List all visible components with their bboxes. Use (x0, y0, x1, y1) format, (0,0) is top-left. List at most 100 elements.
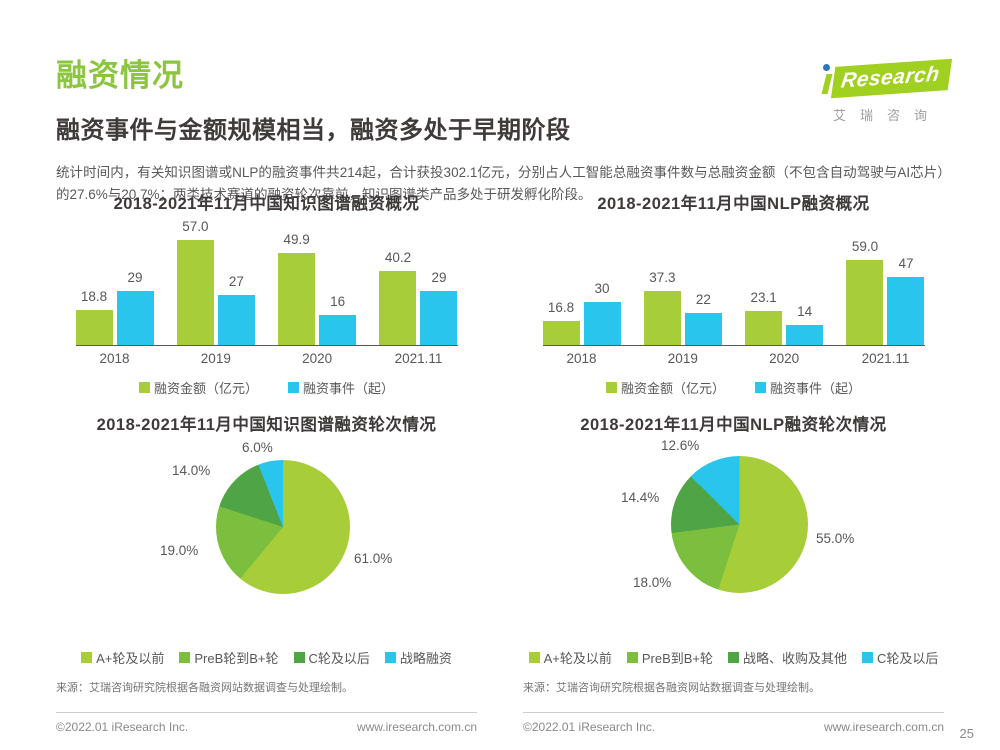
iresearch-logo: Research 艾瑞咨询 (818, 52, 953, 124)
pie-label: 6.0% (242, 439, 273, 455)
amount-bar: 37.3 (643, 270, 681, 345)
logo-i-icon (821, 64, 833, 94)
page-subtitle: 融资事件与金额规模相当，融资多处于早期阶段 (56, 117, 571, 144)
charts-grid: 2018-2021年11月中国知识图谱融资概况 18.8 29 57.0 27 49.9… (56, 190, 944, 667)
bar-group: 37.3 22 (643, 270, 722, 345)
chart-title: 2018-2021年11月中国NLP融资概况 (597, 194, 870, 213)
legend-swatch-icon (138, 381, 150, 393)
bar-plot-wrap: 18.8 29 57.0 27 49.9 16 40.2 29 (75, 214, 458, 346)
x-axis-labels: 2018 2019 2020 2021.11 (543, 351, 925, 366)
legend-label: 融资事件（起） (303, 380, 395, 396)
legend-item: 战略、收购及其他 (728, 648, 847, 667)
events-bar: 29 (420, 270, 458, 345)
pie-label: 12.6% (661, 437, 700, 453)
x-axis-label: 2020 (769, 350, 800, 366)
legend-item: PreB轮到B+轮 (179, 648, 279, 667)
x-axis-label: 2021.11 (394, 350, 443, 366)
logo-brand-text: Research (831, 58, 953, 99)
legend-swatch-icon (179, 651, 191, 663)
bar-legend: 融资金额（亿元） 融资事件（起） (56, 378, 477, 397)
pie-area: 12.6% 14.4% 18.0% 55.0% (523, 435, 944, 638)
legend-item: C轮及以后 (293, 648, 370, 667)
x-axis-labels: 2018 2019 2020 2021.11 (76, 351, 458, 366)
pie-legend: A+轮及以前 PreB到B+轮 战略、收购及其他 C轮及以后 (523, 648, 944, 667)
legend-swatch-icon (81, 651, 93, 663)
pie-label: 14.4% (621, 489, 660, 505)
bar-value-label: 14 (797, 303, 813, 319)
bar-value-label: 29 (431, 270, 447, 286)
legend-label: 融资金额（亿元） (153, 380, 258, 396)
iresearch-logo-mark: Research (818, 52, 953, 99)
bar-plot: 16.8 30 37.3 22 23.1 14 59.0 47 (542, 239, 925, 346)
bar-value-label: 16.8 (547, 299, 575, 315)
website-link[interactable]: www.iresearch.com.cn (823, 719, 944, 734)
footer-divider (523, 711, 944, 713)
legend-label: 融资金额（亿元） (620, 380, 725, 396)
legend-swatch-icon (384, 651, 396, 663)
x-axis-label: 2019 (667, 350, 698, 366)
x-axis-label: 2018 (99, 350, 130, 366)
events-bar: 27 (217, 274, 255, 345)
x-axis-label: 2019 (200, 350, 231, 366)
kg-rounds-pie-chart: 2018-2021年11月中国知识图谱融资轮次情况 6.0% 14.0% 19.… (56, 411, 477, 667)
footer-divider (56, 711, 477, 713)
bar-plot: 18.8 29 57.0 27 49.9 16 40.2 29 (75, 219, 458, 346)
bar-value-label: 49.9 (283, 231, 310, 247)
pie-area: 6.0% 14.0% 19.0% 61.0% (56, 435, 477, 638)
page-title: 融资情况 (56, 58, 184, 93)
pie (216, 459, 350, 594)
bar-value-label: 47 (898, 256, 914, 272)
pie-label: 61.0% (354, 550, 393, 566)
legend-item: PreB到B+轮 (626, 648, 713, 667)
bar-group: 16.8 30 (542, 281, 621, 345)
legend-swatch-icon (605, 381, 617, 393)
legend-swatch-icon (862, 651, 874, 663)
events-bar: 47 (887, 256, 925, 345)
website-link[interactable]: www.iresearch.com.cn (356, 719, 477, 734)
events-bar: 29 (116, 270, 154, 345)
legend-item: A+轮及以前 (528, 648, 612, 667)
bar-value-label: 59.0 (851, 238, 879, 254)
x-axis-label: 2018 (566, 350, 597, 366)
legend-swatch-icon (288, 381, 299, 393)
bar-value-label: 29 (127, 270, 143, 286)
pie-legend: A+轮及以前 PreB轮到B+轮 C轮及以后 战略融资 (56, 648, 477, 667)
chart-title: 2018-2021年11月中国知识图谱融资轮次情况 (96, 415, 437, 434)
bar-plot-wrap: 16.8 30 37.3 22 23.1 14 59.0 47 (542, 214, 925, 346)
x-axis-label: 2020 (302, 350, 333, 366)
nlp-rounds-pie-chart: 2018-2021年11月中国NLP融资轮次情况 12.6% 14.4% 18.… (523, 411, 944, 667)
pie-label: 14.0% (172, 462, 211, 478)
nlp-funding-bar-chart: 2018-2021年11月中国NLP融资概况 16.8 30 37.3 22 23.1 1… (523, 190, 944, 397)
pie-label: 19.0% (160, 542, 199, 558)
events-bar: 16 (319, 294, 357, 345)
legend-label: 融资事件（起） (770, 380, 862, 396)
bar-group: 18.8 29 (75, 270, 154, 345)
legend-label: 战略融资 (399, 650, 452, 666)
legend-label: C轮及以后 (308, 650, 370, 666)
chart-title: 2018-2021年11月中国NLP融资轮次情况 (580, 415, 887, 434)
bar-group: 59.0 47 (846, 239, 925, 345)
intro-paragraph: 统计时间内，有关知识图谱或NLP的融资事件共214起，合计获投302.1亿元，分… (56, 165, 944, 202)
legend-item: 融资金额（亿元） (605, 378, 725, 397)
chart-title: 2018-2021年11月中国知识图谱融资概况 (113, 194, 420, 213)
amount-bar: 18.8 (75, 289, 113, 345)
bar-value-label: 37.3 (649, 270, 676, 286)
logo-brand-cn: 艾瑞咨询 (832, 108, 941, 123)
footer-left-column: 来源：艾瑞咨询研究院根据各融资网站数据调查与处理绘制。 ©2022.01 iRe… (56, 679, 477, 734)
amount-bar: 40.2 (379, 250, 417, 345)
bar-value-label: 30 (594, 280, 610, 296)
legend-label: C轮及以后 (877, 650, 939, 666)
legend-item: C轮及以后 (862, 648, 938, 667)
footer: 来源：艾瑞咨询研究院根据各融资网站数据调查与处理绘制。 ©2022.01 iRe… (56, 679, 944, 734)
copyright-text: ©2022.01 iResearch Inc. (523, 719, 656, 734)
x-axis-label: 2021.11 (861, 350, 910, 366)
page-header: 融资情况 融资事件与金额规模相当，融资多处于早期阶段 Research 艾瑞咨询 (56, 50, 953, 145)
legend-swatch-icon (728, 651, 740, 663)
bar-group: 23.1 14 (745, 290, 824, 345)
events-bar: 14 (786, 304, 824, 345)
kg-funding-bar-chart: 2018-2021年11月中国知识图谱融资概况 18.8 29 57.0 27 49.9… (56, 190, 477, 397)
legend-swatch-icon (528, 651, 540, 663)
pie-label: 18.0% (633, 574, 672, 590)
copyright-text: ©2022.01 iResearch Inc. (56, 719, 189, 734)
bar-value-label: 27 (228, 274, 244, 290)
